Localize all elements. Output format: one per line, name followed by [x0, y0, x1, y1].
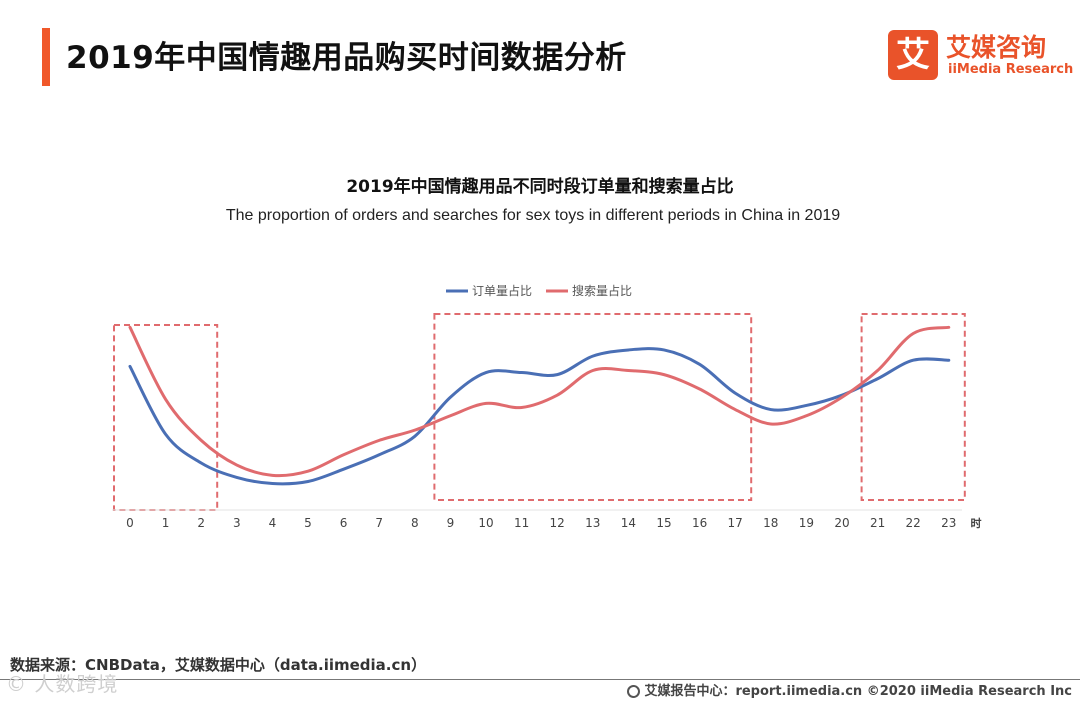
x-tick-label: 20 — [834, 516, 849, 530]
copyright-text: 艾媒报告中心：report.iimedia.cn ©2020 iiMedia R… — [644, 684, 1072, 699]
x-tick-labels: 0 1 2 3 4 5 6 7 8 9 10 11 12 13 14 15 16 17 18 19 20 21 22 23 时 — [126, 516, 981, 530]
highlight-box-2 — [860, 313, 966, 501]
x-tick-label: 0 — [126, 516, 134, 530]
logo-name-cn: 艾媒咨询 — [946, 33, 1047, 62]
logo-name-en: iiMedia Research — [948, 62, 1074, 77]
x-tick-label: 18 — [763, 516, 778, 530]
copyright: 艾媒报告中心：report.iimedia.cn ©2020 iiMedia R… — [627, 680, 1072, 699]
x-tick-label: 9 — [447, 516, 455, 530]
footer-divider — [0, 679, 1080, 680]
series-line-0 — [128, 347, 951, 486]
chart-title: 2019年中国情趣用品不同时段订单量和搜索量占比 — [346, 177, 734, 197]
line-chart: 0 1 2 3 4 5 6 7 8 9 10 11 12 13 14 15 16 17 18 19 20 21 22 23 时 … — [112, 283, 982, 530]
chart-subtitle: The proportion of orders and searches fo… — [225, 207, 841, 224]
x-tick-label: 3 — [233, 516, 241, 530]
x-tick-label: 13 — [585, 516, 600, 530]
x-tick-label: 8 — [411, 516, 419, 530]
legend-label-1: 搜索量占比 — [572, 283, 632, 298]
x-tick-label: 14 — [621, 516, 636, 530]
data-source: 数据来源：CNBData，艾媒数据中心（data.iimedia.cn） — [10, 656, 427, 674]
x-tick-label: 5 — [304, 516, 312, 530]
x-tick-label: 12 — [550, 516, 565, 530]
x-tick-label: 17 — [728, 516, 743, 530]
series-lines — [128, 325, 951, 486]
highlight-boxes — [112, 313, 966, 511]
logo-mark: 艾 — [888, 30, 938, 80]
x-tick-label: 6 — [340, 516, 348, 530]
x-tick-label: 11 — [514, 516, 529, 530]
x-tick-label: 4 — [269, 516, 277, 530]
x-tick-label: 22 — [906, 516, 921, 530]
x-tick-label: 2 — [197, 516, 205, 530]
x-unit-label: 时 — [971, 516, 982, 530]
x-tick-label: 10 — [478, 516, 493, 530]
highlight-box-1 — [433, 313, 753, 501]
x-tick-label: 16 — [692, 516, 707, 530]
watermark: © 人数跨境 — [6, 672, 119, 696]
page-title: 2019年中国情趣用品购买时间数据分析 — [66, 40, 627, 76]
series-line-1 — [128, 325, 951, 478]
x-tick-label: 23 — [941, 516, 956, 530]
highlight-box-0 — [113, 324, 219, 511]
x-tick-label: 1 — [162, 516, 170, 530]
x-tick-label: 15 — [656, 516, 671, 530]
logo: 艾 艾媒咨询 iiMedia Research — [888, 28, 1073, 84]
title-accent-bar — [42, 28, 50, 86]
globe-icon — [627, 685, 641, 698]
legend-label-0: 订单量占比 — [472, 283, 532, 298]
x-tick-label: 21 — [870, 516, 885, 530]
x-tick-label: 19 — [799, 516, 814, 530]
legend: 订单量占比 搜索量占比 — [446, 283, 632, 298]
x-tick-label: 7 — [375, 516, 383, 530]
